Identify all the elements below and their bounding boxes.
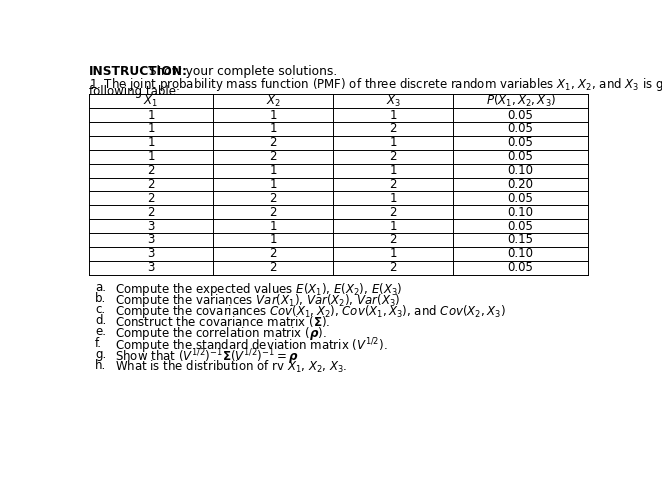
- Text: 2: 2: [389, 122, 397, 136]
- Text: INSTRUCTION:: INSTRUCTION:: [89, 65, 188, 78]
- Text: Compute the standard deviation matrix ($V^{1/2}$).: Compute the standard deviation matrix ($…: [115, 336, 388, 356]
- Text: h.: h.: [95, 359, 107, 372]
- Text: Show your complete solutions.: Show your complete solutions.: [145, 65, 337, 78]
- Text: 2: 2: [389, 178, 397, 191]
- Text: 3: 3: [147, 219, 155, 233]
- Text: 3: 3: [147, 261, 155, 274]
- Text: 1: 1: [389, 247, 397, 260]
- Text: 0.05: 0.05: [508, 219, 534, 233]
- Text: 1: 1: [389, 136, 397, 149]
- Text: 0.20: 0.20: [508, 178, 534, 191]
- Text: b.: b.: [95, 292, 107, 305]
- Text: 0.05: 0.05: [508, 136, 534, 149]
- Text: $\it{X}_1$: $\it{X}_1$: [144, 94, 158, 109]
- Text: 2: 2: [389, 206, 397, 218]
- Text: 1: 1: [269, 178, 277, 191]
- Text: 1: 1: [269, 219, 277, 233]
- Text: 2: 2: [389, 261, 397, 274]
- Text: 0.10: 0.10: [508, 206, 534, 218]
- Text: 1: 1: [389, 109, 397, 122]
- Text: 2: 2: [269, 150, 277, 163]
- Text: 0.15: 0.15: [508, 233, 534, 246]
- Text: 1: 1: [389, 164, 397, 177]
- Text: 3: 3: [147, 233, 155, 246]
- Text: Construct the covariance matrix ($\mathbf{\Sigma}$).: Construct the covariance matrix ($\mathb…: [115, 314, 330, 329]
- Text: 2: 2: [147, 206, 155, 218]
- Text: Show that $(V^{1/2})^{-1}\mathbf{\Sigma}(V^{1/2})^{-1} = \boldsymbol{\rho}$: Show that $(V^{1/2})^{-1}\mathbf{\Sigma}…: [115, 348, 299, 367]
- Text: 2: 2: [269, 247, 277, 260]
- Text: 0.05: 0.05: [508, 192, 534, 205]
- Text: 0.05: 0.05: [508, 122, 534, 136]
- Text: 1: 1: [147, 109, 155, 122]
- Text: 1: 1: [389, 192, 397, 205]
- Text: 0.10: 0.10: [508, 164, 534, 177]
- Text: a.: a.: [95, 281, 106, 294]
- Text: Compute the variances $Var(X_1)$, $Var(X_2)$, $Var(X_3)$: Compute the variances $Var(X_1)$, $Var(X…: [115, 292, 401, 309]
- Text: 2: 2: [269, 192, 277, 205]
- Text: 2: 2: [147, 164, 155, 177]
- Text: e.: e.: [95, 326, 106, 338]
- Text: $\it{X}_3$: $\it{X}_3$: [385, 94, 401, 109]
- Text: 1: 1: [147, 122, 155, 136]
- Text: 0.05: 0.05: [508, 109, 534, 122]
- Text: 0.05: 0.05: [508, 150, 534, 163]
- Text: 1: 1: [269, 109, 277, 122]
- Text: 1: 1: [147, 150, 155, 163]
- Text: 2: 2: [269, 261, 277, 274]
- Text: What is the distribution of rv $X_1$, $X_2$, $X_3$.: What is the distribution of rv $X_1$, $X…: [115, 359, 348, 375]
- Text: 1: 1: [269, 164, 277, 177]
- Text: 1: 1: [269, 233, 277, 246]
- Text: f.: f.: [95, 336, 102, 350]
- Text: 0.05: 0.05: [508, 261, 534, 274]
- Text: 2: 2: [147, 192, 155, 205]
- Text: $\it{P}(\it{X}_1, \it{X}_2, \it{X}_3)$: $\it{P}(\it{X}_1, \it{X}_2, \it{X}_3)$: [485, 93, 555, 109]
- Text: 1: 1: [389, 219, 397, 233]
- Text: $\it{X}_2$: $\it{X}_2$: [265, 94, 281, 109]
- Text: c.: c.: [95, 303, 105, 316]
- Text: 2: 2: [389, 233, 397, 246]
- Text: 2: 2: [389, 150, 397, 163]
- Text: 1. The joint probability mass function (PMF) of three discrete random variables : 1. The joint probability mass function (…: [89, 76, 662, 93]
- Text: 2: 2: [269, 136, 277, 149]
- Text: 1: 1: [269, 122, 277, 136]
- Text: following table:: following table:: [89, 85, 180, 98]
- Text: 3: 3: [147, 247, 155, 260]
- Text: Compute the expected values $E(X_1)$, $E(X_2)$, $E(X_3)$: Compute the expected values $E(X_1)$, $E…: [115, 281, 402, 298]
- Text: 2: 2: [269, 206, 277, 218]
- Text: 0.10: 0.10: [508, 247, 534, 260]
- Text: 2: 2: [147, 178, 155, 191]
- Text: 1: 1: [147, 136, 155, 149]
- Text: g.: g.: [95, 348, 107, 361]
- Text: Compute the correlation matrix ($\boldsymbol{\rho}$).: Compute the correlation matrix ($\boldsy…: [115, 326, 327, 342]
- Text: Compute the covariances $Cov(X_1, X_2)$, $Cov(X_1, X_3)$, and $Cov(X_2, X_3)$: Compute the covariances $Cov(X_1, X_2)$,…: [115, 303, 506, 320]
- Text: d.: d.: [95, 314, 107, 327]
